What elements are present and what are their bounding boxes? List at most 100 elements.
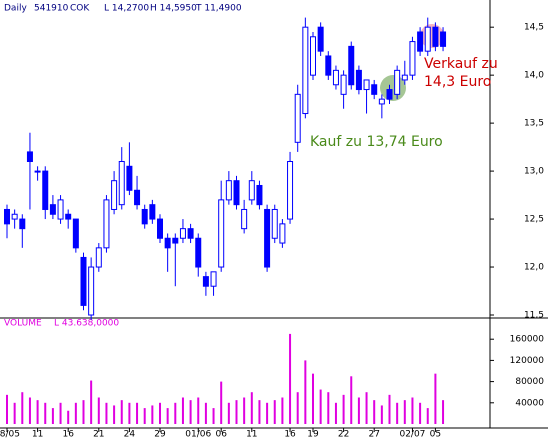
x-tick-label: 05 [430, 430, 441, 440]
x-tick-label: 22 [338, 430, 349, 440]
volume-bar [159, 402, 161, 424]
candle-body [241, 208, 248, 230]
volume-label: L 43.638,0000 [54, 319, 119, 329]
candle-body [111, 180, 118, 210]
candle-body [118, 161, 125, 206]
volume-bar [143, 408, 146, 424]
x-tick-label: 19 [307, 430, 319, 440]
volume-bar [342, 394, 345, 424]
header-text: Daily [4, 4, 27, 14]
header-text: H 14,5950 [150, 4, 197, 14]
candle-body [401, 74, 408, 81]
candle-body [95, 247, 102, 268]
candle-body [134, 189, 141, 206]
volume-bar [357, 397, 360, 424]
candle-body [11, 213, 18, 220]
volume-label: VOLUME [4, 319, 42, 329]
x-tick-label: 24 [124, 430, 136, 440]
volume-bar [350, 376, 353, 424]
volume-bar [281, 397, 284, 424]
candle-body [424, 26, 431, 52]
x-tick-label: 16 [62, 430, 74, 440]
x-tick-label: 08/05 [0, 430, 20, 440]
volume-bar [396, 402, 399, 424]
annotation: Verkauf zu [424, 56, 498, 72]
candle-body [256, 184, 263, 206]
candle-body [340, 74, 347, 95]
candle-body [126, 165, 133, 191]
candle-body [202, 276, 209, 287]
candle-body [149, 204, 156, 220]
x-tick-label: 06 [215, 430, 227, 440]
volume-bar [227, 402, 230, 424]
volume-bar [6, 394, 8, 424]
volume-bar [97, 397, 100, 424]
volume-bar [319, 389, 322, 424]
candle-body [386, 89, 393, 100]
candle-body [371, 84, 378, 95]
volume-bar [388, 394, 391, 424]
volume-bar [21, 392, 24, 424]
candle-body [355, 69, 362, 91]
volume-bar [312, 373, 314, 424]
y-tick-label: 12,0 [524, 263, 544, 273]
candle-body [88, 266, 95, 316]
candle-body [378, 98, 385, 105]
candle-body [394, 69, 401, 95]
candle-body [141, 208, 148, 225]
candle-body [225, 180, 232, 201]
candle-body [248, 180, 255, 201]
volume-bar [220, 381, 223, 424]
x-tick-label: 16 [284, 430, 296, 440]
volume-tick-label: 80000 [515, 377, 544, 387]
volume-tick-label: 160000 [510, 335, 545, 345]
y-tick-label: 14,5 [524, 23, 544, 33]
volume-bar [44, 402, 47, 424]
volume-bar [189, 400, 192, 424]
volume-bar [426, 408, 429, 424]
candle-body [233, 180, 240, 206]
volume-bar [334, 402, 337, 424]
candle-body [302, 26, 309, 115]
header-text: 541910 [34, 4, 69, 14]
volume-bar [82, 400, 85, 424]
volume-bar [365, 392, 368, 424]
candle-body [294, 93, 301, 143]
y-tick-label: 13,5 [524, 119, 544, 129]
candle-body [325, 55, 332, 76]
y-tick-label: 14,0 [524, 71, 544, 81]
volume-bar [136, 402, 139, 424]
volume-bar [13, 402, 16, 424]
volume-bar [403, 400, 406, 424]
header-text: L 14,2700 [104, 4, 149, 14]
volume-bar [380, 405, 383, 424]
candle-body [287, 161, 294, 220]
volume-bar [174, 402, 177, 424]
volume-bar [59, 402, 62, 424]
candle-body [440, 31, 447, 47]
candle-body [49, 204, 56, 215]
volume-bar [373, 400, 376, 424]
header-text: COK [70, 4, 90, 14]
volume-bar [296, 392, 299, 424]
candle-body [187, 228, 194, 239]
volume-bar [304, 360, 307, 424]
volume-bar [258, 400, 261, 424]
volume-bar [434, 373, 437, 424]
x-tick-label: 02/07 [399, 430, 425, 440]
candle-body [103, 199, 110, 249]
candle-body [26, 151, 33, 162]
candle-body [363, 79, 370, 91]
volume-bar [273, 400, 276, 424]
header-text: T 11,4900 [195, 4, 242, 14]
candle-body [310, 36, 316, 76]
candle-body [164, 237, 171, 249]
volume-bar [120, 400, 123, 424]
candle-body [179, 228, 186, 239]
y-tick-label: 11,5 [524, 311, 544, 321]
candle-body [172, 237, 179, 244]
candle-body [409, 41, 416, 76]
candle-body [195, 237, 202, 268]
candle-body [264, 208, 271, 268]
volume-tick-label: 40000 [515, 398, 544, 408]
